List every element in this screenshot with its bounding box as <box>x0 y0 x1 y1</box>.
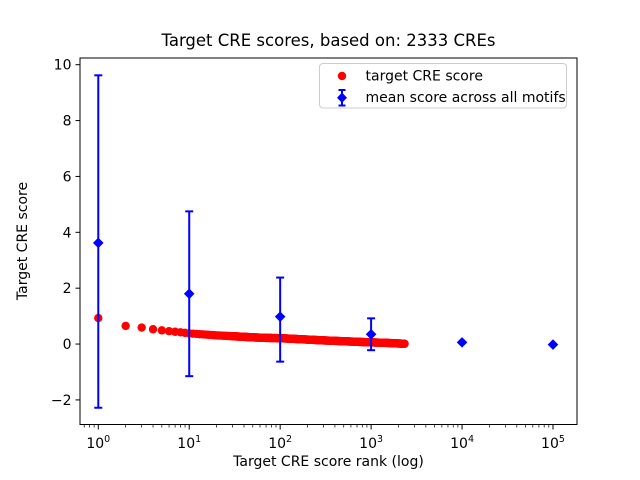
legend-marker-mean-score <box>337 89 347 107</box>
y-axis-label: Target CRE score <box>15 182 31 301</box>
red-data-point <box>121 321 130 331</box>
legend: target CRE score mean score across all m… <box>319 63 567 109</box>
x-axis-ticks: 100 101 102 103 104 105 <box>83 424 565 452</box>
y-tick-label: 2 <box>63 281 72 297</box>
y-tick-label: 10 <box>54 58 72 74</box>
chart-title: Target CRE scores, based on: 2333 CREs <box>160 31 495 50</box>
axes-frame <box>79 57 578 425</box>
red-data-point <box>164 327 174 336</box>
series-mean-score-errorbars <box>92 74 559 409</box>
y-tick-label: 8 <box>63 114 72 130</box>
x-tick-label: 102 <box>268 434 292 452</box>
legend-box <box>319 63 567 109</box>
red-data-point <box>157 326 167 335</box>
mean-score-diamond <box>92 237 104 249</box>
x-axis-label: Target CRE score rank (log) <box>232 454 424 470</box>
legend-label-target-cre-score: target CRE score <box>366 69 483 85</box>
x-tick-label: 103 <box>359 434 383 452</box>
red-data-point <box>400 339 409 348</box>
legend-label-mean-score: mean score across all motifs <box>366 90 566 106</box>
y-tick-label: 4 <box>63 225 72 241</box>
y-tick-label: 6 <box>63 169 72 185</box>
mean-score-diamond <box>547 339 559 350</box>
x-tick-label: 105 <box>541 434 565 452</box>
red-data-point <box>137 323 146 332</box>
y-axis-ticks: −2 0 2 4 6 8 10 <box>51 58 80 409</box>
x-tick-label: 104 <box>450 434 474 452</box>
y-tick-label: −2 <box>51 393 72 409</box>
legend-marker-target-cre-score <box>337 71 347 81</box>
mean-score-diamond <box>183 288 195 300</box>
x-tick-label: 101 <box>177 434 201 452</box>
mean-score-diamond <box>456 337 468 348</box>
y-tick-label: 0 <box>63 337 72 353</box>
red-data-point <box>148 325 158 334</box>
mean-score-diamond <box>274 311 286 322</box>
series-target-cre-score <box>94 313 409 348</box>
x-tick-label: 100 <box>86 434 110 452</box>
mean-score-diamond <box>365 328 377 340</box>
